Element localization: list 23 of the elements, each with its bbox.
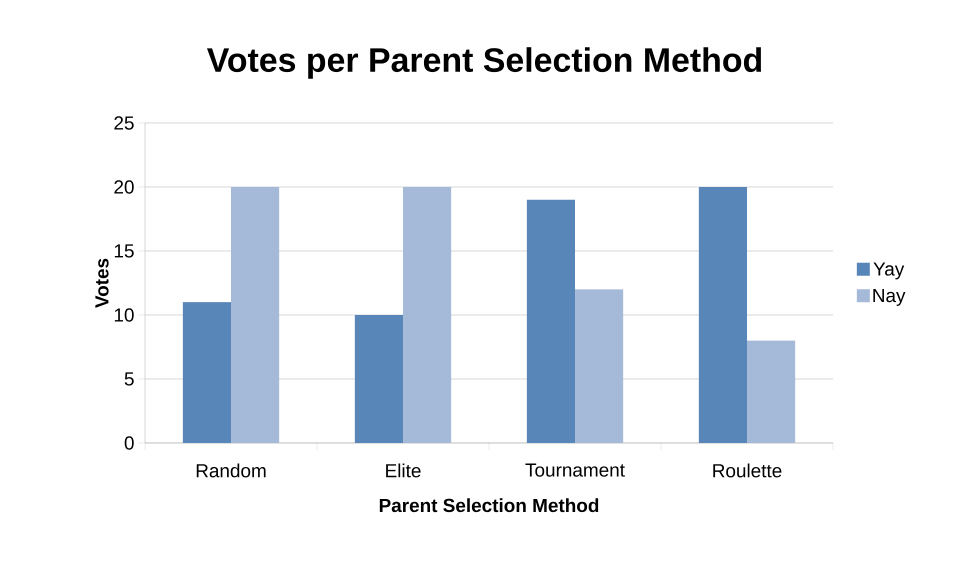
bar xyxy=(575,289,624,443)
x-tick-label: Tournament xyxy=(525,464,625,477)
bar xyxy=(747,340,796,443)
x-tick-label: Random xyxy=(196,464,266,478)
y-axis-title: Votes xyxy=(95,258,109,308)
y-tick-label: 25 xyxy=(114,116,134,130)
chart-title: Votes per Parent Selection Method xyxy=(206,47,762,79)
y-tick-label: 0 xyxy=(124,436,134,450)
x-tick-label: Roulette xyxy=(713,464,782,478)
y-tick-label: 15 xyxy=(114,244,134,258)
x-axis-title: Parent Selection Method xyxy=(380,498,598,512)
y-tick-label: 20 xyxy=(114,180,134,194)
legend-label: Nay xyxy=(873,288,906,306)
bar xyxy=(698,186,748,443)
bar xyxy=(526,200,576,443)
bar xyxy=(182,302,232,443)
bar xyxy=(231,186,280,443)
bar xyxy=(403,186,452,443)
legend-label: Yay xyxy=(873,262,904,280)
y-tick-label: 5 xyxy=(124,372,134,386)
x-tick-label: Elite xyxy=(386,464,421,478)
y-tick-label: 10 xyxy=(114,308,134,322)
bar xyxy=(354,314,404,443)
